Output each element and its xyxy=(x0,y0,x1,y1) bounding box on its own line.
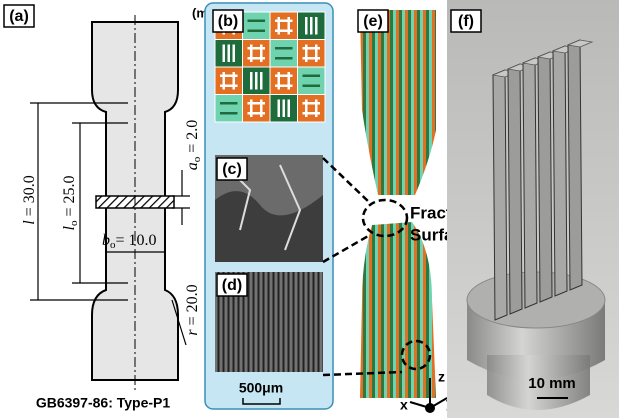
specimen-bottom xyxy=(360,222,436,398)
plate xyxy=(538,52,552,302)
dim-r: r = 20.0 xyxy=(184,284,201,335)
scale-bar-label: 10 mm xyxy=(528,375,576,392)
axis-label: x xyxy=(400,397,408,413)
tile xyxy=(243,95,271,123)
panel-a: (a) (mm) l = 30.0 lo = 25.0 ao = 2.0 bo=… xyxy=(4,5,224,411)
tile xyxy=(270,12,298,40)
caption: GB6397-86: Type-P1 xyxy=(36,395,171,411)
specimen-top xyxy=(360,10,436,195)
dim-l: l = 30.0 xyxy=(21,175,38,224)
scale-bar-label: 500μm xyxy=(239,380,283,396)
tile xyxy=(243,12,271,40)
panel-f: (f) 10 mm xyxy=(447,0,619,418)
tile xyxy=(298,40,326,68)
panel-label: (a) xyxy=(9,8,29,25)
panel-label: (c) xyxy=(222,161,242,178)
tile xyxy=(243,40,271,68)
plate xyxy=(568,40,582,290)
plate xyxy=(493,70,507,320)
dim-a0: ao = 2.0 xyxy=(184,120,203,171)
panel-bcd: (b) (c) (d) 500μm xyxy=(205,3,333,409)
panel-label: (d) xyxy=(222,277,242,294)
dim-l0: lo = 25.0 xyxy=(61,176,80,231)
panel-label: (f) xyxy=(458,13,474,30)
tile xyxy=(270,40,298,68)
plate xyxy=(523,58,537,308)
tile xyxy=(298,67,326,95)
tile xyxy=(215,67,243,95)
figure: (a) (mm) l = 30.0 lo = 25.0 ao = 2.0 bo=… xyxy=(0,0,619,418)
panel-label: (e) xyxy=(363,13,383,30)
tile xyxy=(298,95,326,123)
panel-label: (b) xyxy=(218,13,238,30)
tile xyxy=(270,67,298,95)
plate xyxy=(508,64,522,314)
plate xyxy=(553,46,567,296)
axis-label: z xyxy=(438,369,445,385)
tile xyxy=(215,95,243,123)
